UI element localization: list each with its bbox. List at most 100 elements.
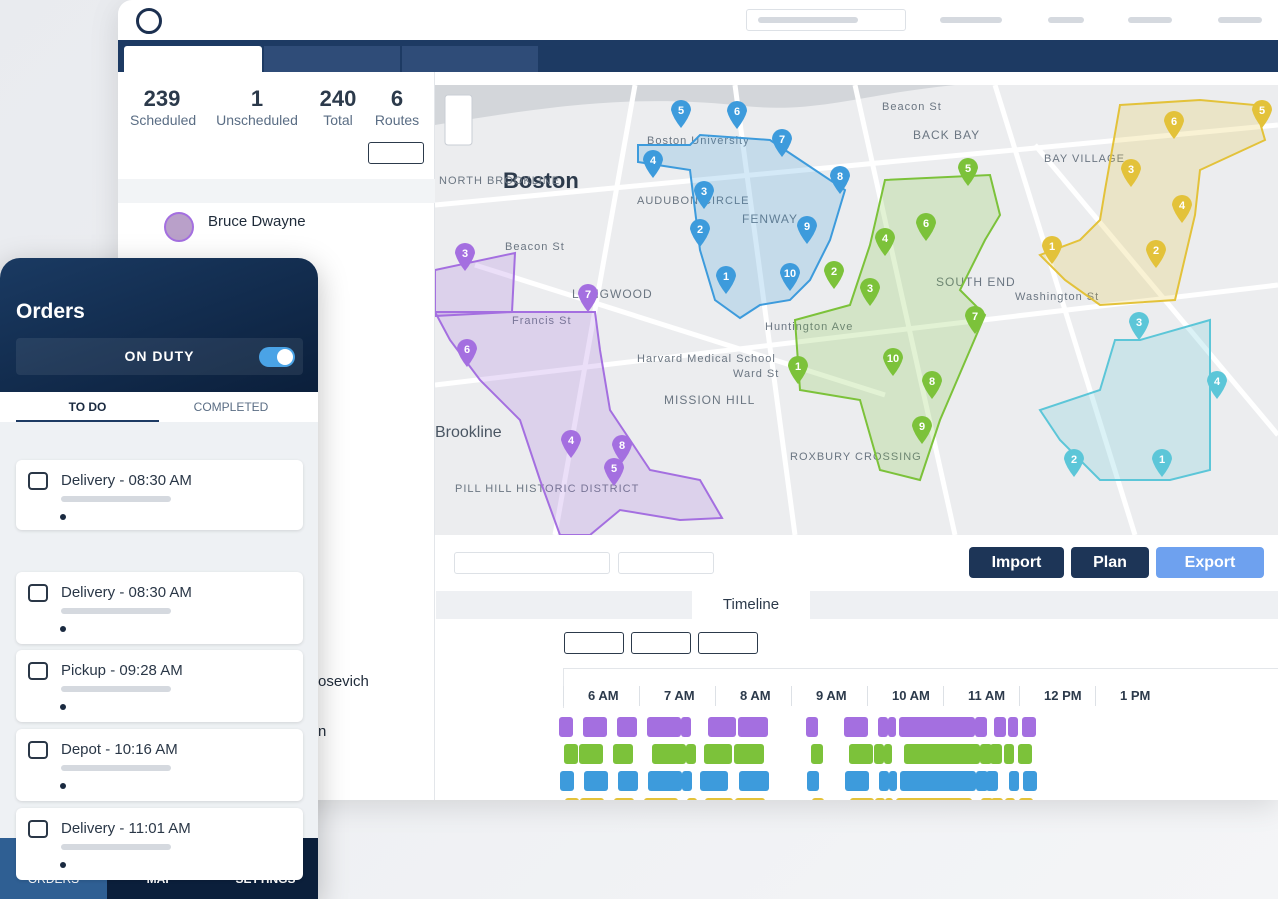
route-pin[interactable]: 1 <box>788 356 808 384</box>
tab[interactable] <box>124 46 262 72</box>
pin-number: 7 <box>972 311 978 323</box>
route-pin[interactable]: 4 <box>643 150 663 178</box>
tab[interactable]: COMPLETED <box>193 400 269 414</box>
route-pin[interactable]: 5 <box>958 158 978 186</box>
button[interactable]: Plan <box>1071 547 1149 578</box>
pin-shape <box>561 430 581 458</box>
pin-shape <box>1064 449 1084 477</box>
route-pin[interactable]: 3 <box>694 181 714 209</box>
route-pin[interactable]: 2 <box>1064 449 1084 477</box>
stat: 240 Total <box>306 86 370 130</box>
pin-shape <box>860 278 880 306</box>
dot <box>60 862 66 868</box>
map-label: Washington St <box>1015 291 1099 303</box>
pin-number: 4 <box>650 155 657 167</box>
order-card[interactable]: Delivery - 08:30 AM <box>16 460 303 530</box>
pin-shape <box>830 166 850 194</box>
hour-divider <box>563 686 564 706</box>
route-pin[interactable]: 10 <box>883 348 903 376</box>
route-pin[interactable]: 7 <box>578 284 598 312</box>
route-pin[interactable]: 1 <box>1152 449 1172 477</box>
route-pin[interactable]: 4 <box>1172 195 1192 223</box>
route-pin[interactable]: 5 <box>1252 100 1272 128</box>
map-label: FENWAY <box>742 212 798 226</box>
hour-divider <box>1019 686 1020 706</box>
route-pin[interactable]: 1 <box>1042 236 1062 264</box>
dot <box>60 783 66 789</box>
order-card[interactable]: Delivery - 08:30 AM <box>16 572 303 644</box>
order-card[interactable]: Depot - 10:16 AM <box>16 729 303 801</box>
route-pin[interactable]: 5 <box>671 100 691 128</box>
search-box[interactable] <box>746 9 906 31</box>
map-label: SOUTH END <box>936 275 1016 289</box>
route-pin[interactable]: 8 <box>612 435 632 463</box>
pin-shape <box>1129 312 1149 340</box>
logo <box>136 8 162 34</box>
hour-label: 7 AM <box>664 688 695 703</box>
route-pin[interactable]: 8 <box>830 166 850 194</box>
pin-number: 8 <box>929 376 935 388</box>
tab[interactable]: TO DO <box>68 400 107 414</box>
button[interactable]: Export <box>1156 547 1264 578</box>
route-pin[interactable]: 4 <box>875 228 895 256</box>
route-pin[interactable]: 10 <box>780 263 800 291</box>
tab[interactable] <box>402 46 538 72</box>
pin-shape <box>922 371 942 399</box>
route-pin[interactable]: 5 <box>604 458 624 486</box>
pin-number: 5 <box>611 463 617 475</box>
route-pin[interactable]: 3 <box>1129 312 1149 340</box>
order-icon <box>28 472 48 490</box>
order-card[interactable]: Delivery - 11:01 AM <box>16 808 303 880</box>
hour-label: 9 AM <box>816 688 847 703</box>
date-picker[interactable] <box>454 552 610 574</box>
stat-value: 6 <box>390 86 404 111</box>
pin-number: 4 <box>882 233 889 245</box>
route-pin[interactable]: 2 <box>690 219 710 247</box>
route-pin[interactable]: 1 <box>716 266 736 294</box>
map-label: MISSION HILL <box>664 393 755 407</box>
stat: 239 Scheduled <box>130 86 196 130</box>
route-pin[interactable]: 6 <box>1164 111 1184 139</box>
route-pin[interactable]: 6 <box>916 213 936 241</box>
route-pin[interactable]: 6 <box>457 339 477 367</box>
map-label: NORTH BROOKLINE <box>439 175 560 187</box>
route-pin[interactable]: 2 <box>1146 240 1166 268</box>
pin-number: 9 <box>919 421 925 433</box>
stat-label: Total <box>323 112 353 128</box>
route-pin[interactable]: 3 <box>860 278 880 306</box>
map-label: AUDUBON CIRCLE <box>637 195 749 207</box>
order-title: Delivery - 11:01 AM <box>61 820 191 837</box>
placeholder <box>61 765 171 771</box>
map-label: Brookline <box>435 424 502 441</box>
list-name: Bruce Dwayne <box>208 213 306 230</box>
route-pin[interactable]: 9 <box>797 216 817 244</box>
duty-switch[interactable] <box>259 347 295 367</box>
route-pin[interactable]: 4 <box>1207 371 1227 399</box>
route-pin[interactable]: 3 <box>455 243 475 271</box>
map-label: PILL HILL HISTORIC DISTRICT <box>455 483 639 495</box>
route-pin[interactable]: 8 <box>922 371 942 399</box>
toggle[interactable] <box>368 142 424 164</box>
route-pin[interactable]: 3 <box>1121 159 1141 187</box>
order-title: Depot - 10:16 AM <box>61 741 178 758</box>
dropdown[interactable] <box>618 552 714 574</box>
route-pin[interactable]: 6 <box>727 101 747 129</box>
pin-number: 6 <box>923 218 929 230</box>
route-pin[interactable]: 4 <box>561 430 581 458</box>
pin-number: 2 <box>1071 454 1077 466</box>
button[interactable]: Import <box>969 547 1064 578</box>
pin-number: 1 <box>723 271 729 283</box>
hour-divider <box>715 686 716 706</box>
route-pin[interactable]: 9 <box>912 416 932 444</box>
pin-number: 7 <box>585 289 591 301</box>
route-zone <box>793 173 1002 482</box>
route-pin[interactable]: 7 <box>772 129 792 157</box>
route-pin[interactable]: 2 <box>824 261 844 289</box>
order-title: Delivery - 08:30 AM <box>61 472 192 489</box>
order-card[interactable]: Pickup - 09:28 AM <box>16 650 303 722</box>
map-label: Ward St <box>733 368 779 380</box>
tab[interactable] <box>264 46 400 72</box>
road <box>852 85 958 535</box>
route-pin[interactable]: 7 <box>965 306 985 334</box>
